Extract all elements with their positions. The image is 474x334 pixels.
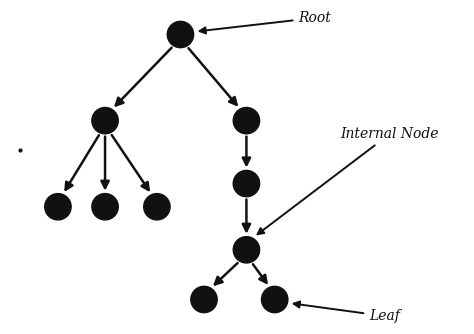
- Ellipse shape: [45, 194, 71, 220]
- Text: Internal Node: Internal Node: [257, 127, 439, 234]
- Ellipse shape: [262, 286, 288, 313]
- Ellipse shape: [233, 237, 260, 263]
- Ellipse shape: [233, 108, 260, 134]
- Ellipse shape: [92, 108, 118, 134]
- Text: Root: Root: [200, 11, 331, 33]
- Ellipse shape: [92, 194, 118, 220]
- Ellipse shape: [233, 170, 260, 197]
- Ellipse shape: [167, 21, 194, 48]
- Text: Leaf: Leaf: [294, 302, 400, 323]
- Ellipse shape: [191, 286, 217, 313]
- Ellipse shape: [144, 194, 170, 220]
